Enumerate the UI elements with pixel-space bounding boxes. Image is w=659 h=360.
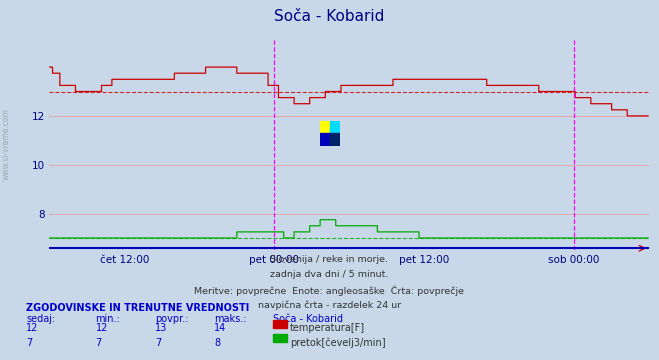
Text: 13: 13 xyxy=(155,323,167,333)
Text: Soča - Kobarid: Soča - Kobarid xyxy=(274,9,385,24)
Text: temperatura[F]: temperatura[F] xyxy=(290,323,365,333)
Text: pretok[čevelj3/min]: pretok[čevelj3/min] xyxy=(290,338,386,348)
Text: zadnja dva dni / 5 minut.: zadnja dva dni / 5 minut. xyxy=(270,270,389,279)
Text: navpična črta - razdelek 24 ur: navpična črta - razdelek 24 ur xyxy=(258,300,401,310)
Text: min.:: min.: xyxy=(96,314,121,324)
Text: 7: 7 xyxy=(26,338,32,348)
Text: 7: 7 xyxy=(96,338,101,348)
Text: Meritve: povprečne  Enote: angleosaške  Črta: povprečje: Meritve: povprečne Enote: angleosaške Čr… xyxy=(194,285,465,296)
Text: Soča - Kobarid: Soča - Kobarid xyxy=(273,314,343,324)
Text: 14: 14 xyxy=(214,323,227,333)
Text: Slovenija / reke in morje.: Slovenija / reke in morje. xyxy=(270,255,389,264)
Text: ZGODOVINSKE IN TRENUTNE VREDNOSTI: ZGODOVINSKE IN TRENUTNE VREDNOSTI xyxy=(26,303,250,313)
Text: povpr.:: povpr.: xyxy=(155,314,188,324)
Text: sedaj:: sedaj: xyxy=(26,314,55,324)
Text: maks.:: maks.: xyxy=(214,314,246,324)
Text: 12: 12 xyxy=(26,323,39,333)
Text: www.si-vreme.com: www.si-vreme.com xyxy=(2,108,11,180)
Text: 8: 8 xyxy=(214,338,220,348)
Text: 7: 7 xyxy=(155,338,161,348)
Text: 12: 12 xyxy=(96,323,108,333)
